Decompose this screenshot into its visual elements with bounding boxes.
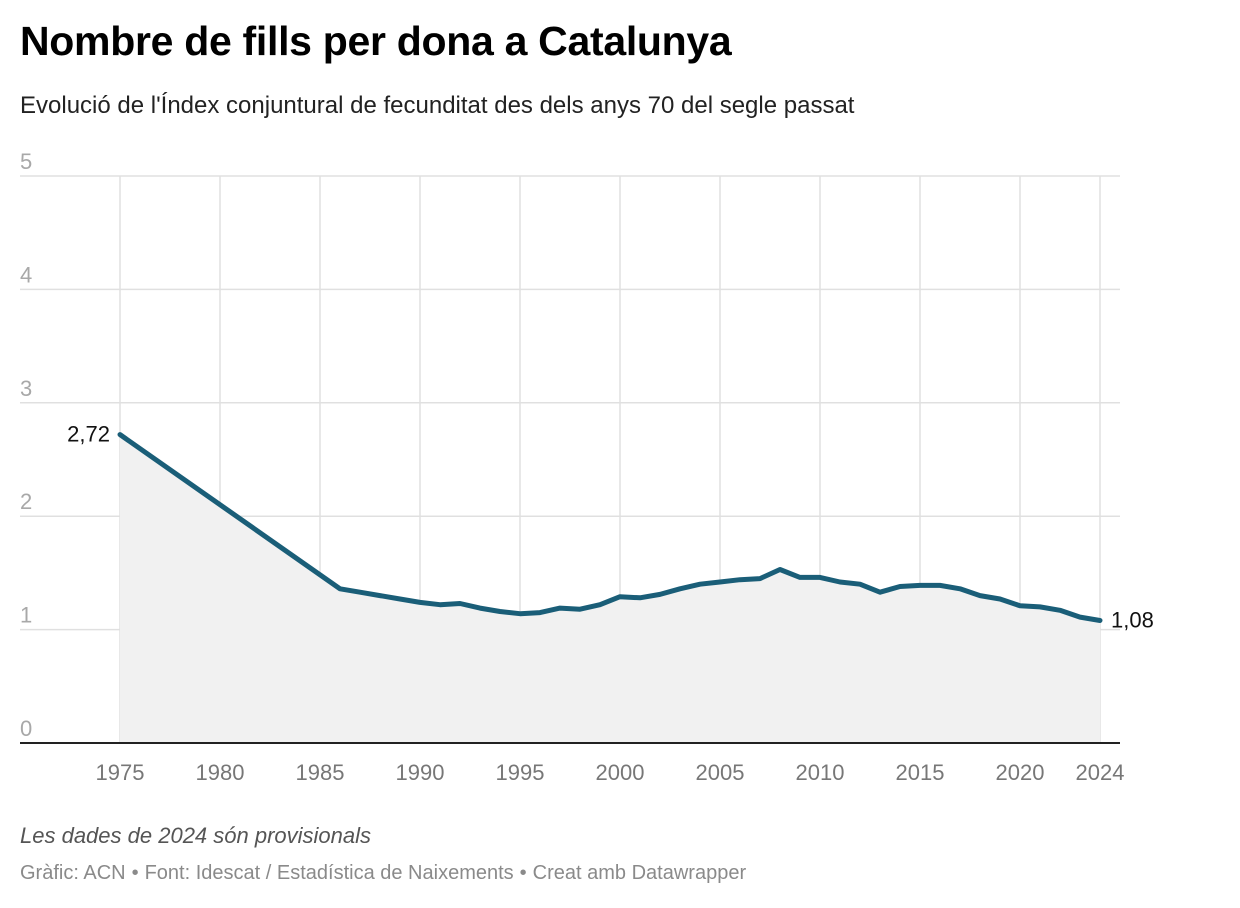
y-tick-label: 0 [20,716,32,741]
y-tick-label: 4 [20,262,32,287]
y-tick-label: 1 [20,603,32,628]
x-tick-label: 1995 [496,760,545,785]
series-line [117,432,1103,623]
credit-text: Gràfic: ACN [20,862,126,884]
provisional-data-note: Les dades de 2024 són provisionals [20,823,372,848]
x-tick-label: 2005 [696,760,745,785]
footer-separator: • [519,862,527,884]
source-footer: Gràfic: ACN • Font: Idescat / Estadística … [20,862,746,885]
x-tick-label: 2024 [1076,760,1125,785]
source-text: Font: Idescat / Estadística de Naixement… [144,862,514,884]
x-tick-label: 1975 [96,760,145,785]
y-tick-label: 5 [20,149,32,174]
y-tick-labels: 0 1 2 3 4 5 [20,149,32,741]
area-layer [120,434,1100,743]
tool-credit-text: Creat amb Datawrapper [532,862,747,884]
data-label: 2,72 [67,422,110,447]
series-line-layer [117,432,1103,623]
y-tick-label: 3 [20,376,32,401]
data-label: 1,08 [1111,608,1154,633]
x-tick-labels: 1975 1980 1985 1990 1995 2000 2005 2010 2015 2020… [96,760,1125,785]
data-labels: 2,72 1,08 [67,422,1154,633]
x-tick-label: 1980 [196,760,245,785]
y-tick-label: 2 [20,489,32,514]
x-tick-label: 2000 [596,760,645,785]
series-area [120,434,1100,743]
x-tick-label: 2020 [996,760,1045,785]
x-tick-label: 2015 [896,760,945,785]
x-tick-label: 1990 [396,760,445,785]
x-tick-label: 1985 [296,760,345,785]
fertility-line-chart: 0 1 2 3 4 5 1975 1980 1985 1990 1995 2000 2005 2010 2… [20,149,1154,785]
chart-subtitle: Evolució de l'Índex conjuntural de fecun… [20,92,855,119]
footer-separator: • [131,862,139,884]
x-tick-label: 2010 [796,760,845,785]
chart-title: Nombre de fills per dona a Catalunya [20,18,732,64]
